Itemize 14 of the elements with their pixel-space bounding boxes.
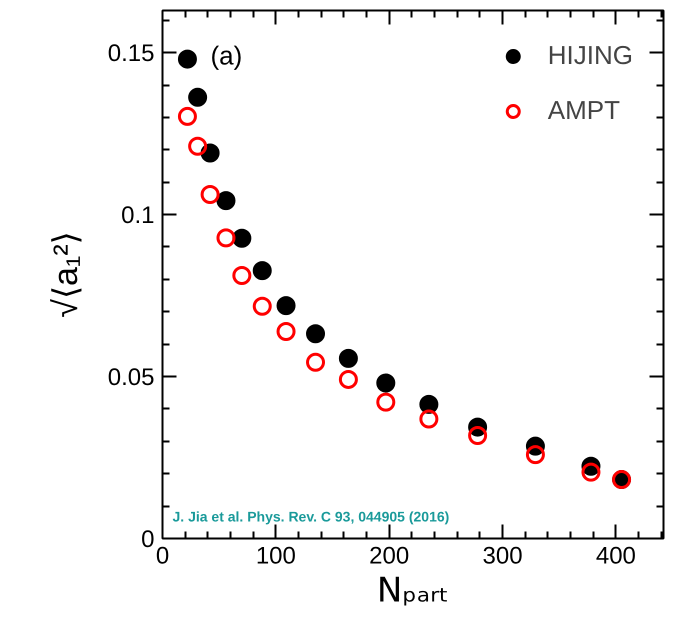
legend-label: AMPT — [548, 95, 620, 126]
x-tick-label: 100 — [256, 542, 296, 570]
x-axis-title: Nₚₐᵣₜ — [376, 570, 450, 610]
x-tick-label: 300 — [482, 542, 523, 570]
y-tick-label: 0 — [141, 526, 155, 553]
annotation: (a) — [210, 40, 242, 70]
x-tick-label: 400 — [596, 542, 636, 570]
x-tick-label: 200 — [369, 542, 410, 570]
y-axis-title: √⟨a₁²⟩ — [46, 231, 85, 318]
y-tick-label: 0.05 — [108, 364, 155, 392]
y-tick-label: 0.15 — [108, 40, 155, 68]
annotation: J. Jia et al. Phys. Rev. C 93, 044905 (2016) — [172, 508, 450, 524]
y-tick-label: 0.1 — [121, 202, 155, 230]
legend-label: HIJING — [548, 40, 633, 71]
